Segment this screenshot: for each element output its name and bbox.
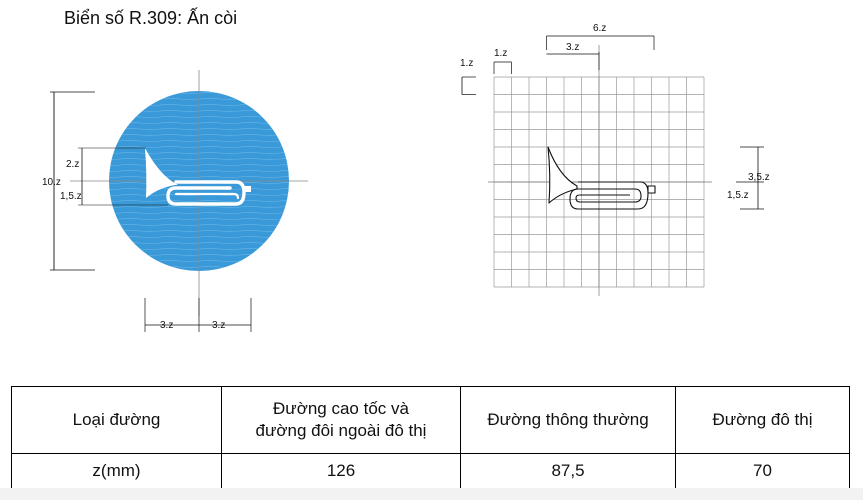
page-title: Biển số R.309: Ấn còi [64,8,238,28]
dim-upper: 2.z [66,159,79,170]
value-highway: 126 [221,453,461,489]
dimension-table: Loại đường Đường cao tốc và đường đôi ng… [11,386,850,489]
header-road-type: Loại đường [11,386,222,454]
right-grid-diagram: 6.z 3.z 1.z 1.z 3,5.z 1,5.z [460,23,770,296]
header-highway: Đường cao tốc và đường đôi ngoài đô thị [221,386,461,454]
header-urban-road: Đường đô thị [675,386,850,454]
bottom-strip [0,488,863,500]
table-row: z(mm) 126 87,5 70 [11,453,850,489]
dim-cell-height: 1.z [460,58,473,69]
header-normal-road: Đường thông thường [460,386,676,454]
dim-lower: 1,5.z [60,191,82,202]
dim-height-total: 10.z [42,177,61,188]
dim-width-6: 6.z [593,23,606,34]
dim-right-lower: 1,5.z [727,190,749,201]
row-label-z: z(mm) [11,453,222,489]
horn-icon [145,148,251,206]
table-header-row: Loại đường Đường cao tốc và đường đôi ng… [11,386,850,454]
dim-right-upper: 3,5.z [748,172,770,183]
dim-cell-width: 1.z [494,48,507,59]
dim-half-left: 3.z [160,320,173,331]
dim-width-3: 3.z [566,42,579,53]
dim-half-right: 3.z [212,320,225,331]
header-highway-line1: Đường cao tốc và [273,399,409,418]
value-urban-road: 70 [675,453,850,489]
left-sign-diagram: 10.z 2.z 1,5.z 3.z 3.z [42,70,308,332]
header-highway-line2: đường đôi ngoài đô thị [255,421,427,440]
horn-outline-icon [547,146,656,210]
value-normal-road: 87,5 [460,453,676,489]
